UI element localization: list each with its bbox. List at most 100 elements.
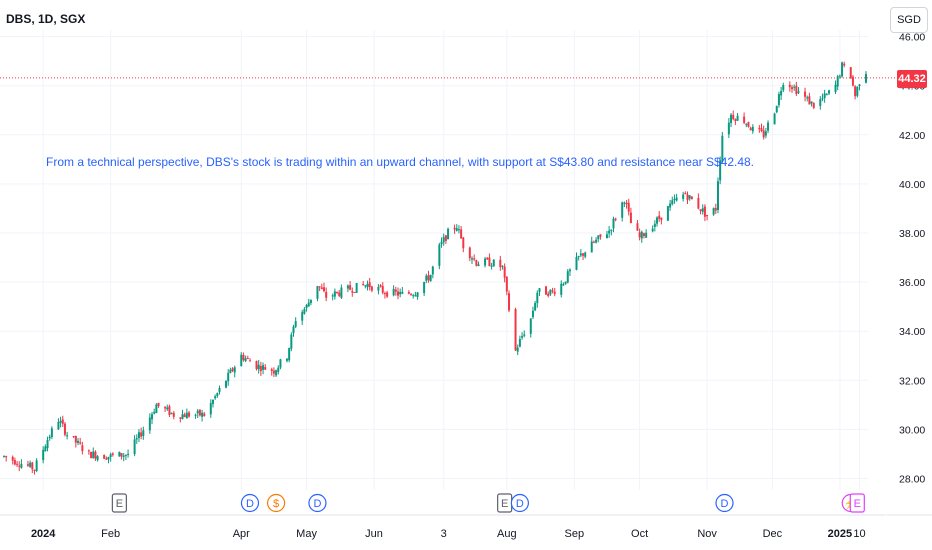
dividend-marker[interactable]: D — [308, 493, 327, 513]
candle-body — [545, 286, 548, 295]
candle-body — [231, 368, 234, 371]
candle-body — [305, 304, 308, 309]
candle-body — [122, 455, 125, 457]
earnings-marker[interactable]: E — [111, 493, 127, 513]
candle-body — [57, 421, 60, 430]
candle-body — [320, 287, 323, 289]
candle-body — [233, 367, 236, 373]
candle-body — [277, 367, 280, 372]
candle-body — [362, 284, 365, 286]
candle-body — [366, 284, 369, 288]
candle-body — [579, 253, 582, 256]
candle-body — [153, 411, 156, 414]
candle-body — [370, 286, 373, 291]
dividend-marker[interactable]: D — [240, 493, 260, 513]
price-axis: 28.00 30.00 32.00 34.00 36.00 38.00 40.00 42.00… — [899, 32, 925, 486]
candle-body — [447, 228, 450, 240]
candle-body — [170, 412, 173, 414]
candle-body — [3, 455, 5, 457]
candle-body — [499, 259, 502, 268]
candle-body — [124, 454, 127, 456]
candle-body — [514, 309, 517, 351]
candle-body — [590, 241, 593, 253]
candle-body — [610, 229, 613, 231]
candle-body — [468, 247, 471, 259]
candle-body — [690, 196, 693, 200]
candle-body — [427, 275, 430, 281]
candle-body — [538, 288, 541, 292]
candle-body — [706, 214, 709, 217]
candle-body — [531, 310, 534, 318]
candlestick-series — [3, 61, 867, 475]
candle-body — [63, 423, 66, 435]
candle-body — [865, 73, 867, 83]
candle-body — [185, 412, 188, 419]
candle-body — [566, 271, 569, 283]
candle-body — [66, 435, 69, 437]
candle-body — [368, 282, 371, 288]
earnings-marker[interactable]: E — [849, 493, 865, 513]
candle-body — [795, 85, 798, 94]
candle-body — [471, 258, 474, 260]
candle-body — [13, 460, 16, 465]
event-label: E — [501, 498, 508, 510]
candle-body — [407, 292, 410, 294]
event-label: D — [313, 498, 321, 510]
candle-body — [592, 241, 595, 243]
chart-annotation: From a technical perspective, DBS's stoc… — [46, 155, 755, 169]
y-tick-label: 28.00 — [899, 474, 925, 486]
event-label: E — [116, 498, 123, 510]
candle-body — [168, 406, 171, 415]
candle-body — [120, 453, 123, 457]
candle-body — [547, 293, 550, 297]
x-tick-label: Sep — [565, 528, 585, 540]
dividend-marker[interactable]: D — [715, 493, 734, 513]
x-tick-label: Aug — [497, 528, 517, 540]
candle-body — [399, 291, 402, 295]
candle-body — [379, 285, 382, 287]
candle-body — [851, 76, 854, 86]
split-marker[interactable]: $ — [266, 493, 286, 513]
candle-body — [821, 98, 824, 100]
candle-body — [854, 86, 857, 97]
x-tick-label: 3 — [441, 528, 447, 540]
earnings-marker[interactable]: E — [497, 493, 513, 513]
candle-body — [248, 360, 251, 362]
candle-body — [294, 321, 297, 327]
dividend-marker[interactable]: D — [510, 493, 529, 513]
candle-body — [529, 318, 532, 334]
candle-body — [658, 215, 661, 219]
candle-body — [338, 292, 341, 296]
candle-body — [516, 347, 519, 352]
candle-body — [827, 90, 830, 94]
candle-body — [61, 419, 64, 424]
candle-body — [808, 96, 811, 105]
candle-body — [77, 440, 80, 443]
candle-body — [109, 454, 112, 458]
symbol-label[interactable]: DBS, 1D, SGX — [6, 12, 86, 26]
candle-body — [645, 232, 648, 238]
currency-button[interactable]: SGD — [890, 7, 928, 33]
candle-body — [669, 203, 672, 208]
candle-body — [79, 442, 82, 444]
event-label: E — [854, 498, 861, 510]
candle-body — [429, 274, 432, 282]
candle-body — [788, 84, 791, 88]
candle-body — [381, 286, 384, 293]
candle-body — [730, 114, 733, 124]
candle-body — [316, 286, 319, 299]
candle-body — [196, 410, 199, 414]
candle-body — [455, 228, 458, 231]
candle-body — [625, 202, 628, 205]
candle-body — [575, 256, 578, 270]
candle-body — [46, 439, 49, 449]
candle-body — [473, 258, 476, 260]
candle-body — [747, 122, 750, 127]
candle-body — [127, 453, 130, 455]
y-tick-label: 34.00 — [899, 326, 925, 338]
candle-body — [712, 208, 715, 215]
candle-body — [140, 432, 143, 437]
candle-body — [20, 463, 23, 468]
candle-body — [322, 287, 325, 292]
